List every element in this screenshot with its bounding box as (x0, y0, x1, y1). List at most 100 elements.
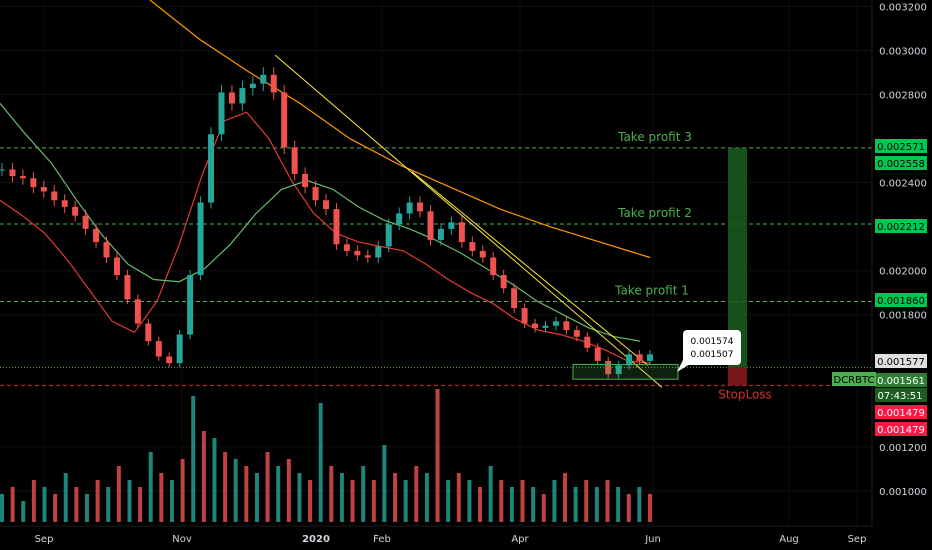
price-tag-label: 0.001479 (877, 408, 925, 419)
volume-bar (584, 480, 589, 522)
trendline[interactable] (411, 171, 649, 366)
volume-bar (605, 480, 610, 522)
candle-body (552, 321, 559, 326)
price-axis[interactable]: 0.003200 0.003000 0.002800 0.002400 0.002000… (879, 3, 927, 498)
volume-bar (329, 466, 334, 522)
price-tag (875, 354, 927, 368)
candle-body (406, 202, 413, 214)
candle-body (594, 347, 601, 361)
symbol-label: DCRBTC (834, 375, 875, 386)
candle-body (437, 228, 444, 240)
volume-bar (191, 396, 196, 522)
candle-body (500, 275, 507, 289)
candle-body (511, 288, 518, 309)
x-tick-label: Sep (848, 534, 867, 545)
volume-bar (116, 466, 121, 522)
x-tick-label: Feb (373, 534, 391, 545)
candle-body (364, 255, 371, 258)
volume-bar (382, 445, 387, 522)
position-projection[interactable] (728, 147, 747, 386)
price-tag (875, 156, 927, 170)
volume-bar (212, 438, 217, 522)
candle-body (124, 275, 131, 300)
x-tick-label: Apr (511, 534, 529, 545)
candle-body (155, 341, 162, 357)
price-tag (875, 293, 927, 307)
volume-bar (541, 494, 546, 522)
candle-body (176, 334, 183, 364)
candle-body (427, 211, 434, 240)
volume-bar (106, 487, 111, 522)
candle-body (312, 187, 319, 201)
volume-bar (531, 487, 536, 522)
price-tag (875, 219, 927, 233)
volume-bar (456, 473, 461, 522)
candle-body (239, 88, 246, 104)
volume-bar (286, 459, 291, 522)
x-tick-label: Sep (35, 534, 54, 545)
price-tag-label: 0.002571 (877, 142, 925, 153)
time-axis[interactable]: Sep Nov 2020 Feb Apr Jun Aug Sep (35, 534, 867, 545)
candle-body (521, 308, 528, 324)
loss-zone-box[interactable] (728, 367, 747, 386)
level-label: StopLoss (718, 387, 772, 401)
candle-body (134, 299, 141, 324)
volume-bar (0, 494, 4, 522)
candle-body (302, 173, 309, 188)
volume-bar (318, 403, 323, 522)
candle-body (228, 92, 235, 104)
candle-body (72, 206, 79, 216)
entry-zone-box[interactable] (572, 363, 679, 380)
volume-bar (488, 466, 493, 522)
volume-bar (138, 487, 143, 522)
candle-body (448, 222, 455, 229)
candle-body (333, 209, 340, 245)
candle-body (281, 92, 288, 148)
trendline[interactable] (274, 54, 663, 388)
level-label: Take profit 1 (614, 284, 689, 298)
volume-bar (223, 452, 228, 522)
candle-body (417, 202, 424, 212)
candle-body (51, 191, 58, 201)
candle-body (605, 360, 612, 375)
volume-bar (509, 487, 514, 522)
candle-body (291, 147, 298, 174)
y-tick-label: 0.001200 (879, 443, 927, 454)
profit-zone-box[interactable] (728, 147, 747, 368)
candle-body (469, 242, 476, 251)
candle-body (145, 323, 152, 342)
volume-bar (31, 480, 36, 522)
volume-bar (414, 466, 419, 522)
volume-bar (478, 487, 483, 522)
volume-bar (42, 487, 47, 522)
candle-body (573, 330, 580, 337)
volume-bar (308, 480, 313, 522)
level-labels: Take profit 3 Take profit 2 Take profit 1 S… (614, 130, 772, 401)
candle-body (323, 200, 329, 210)
volume-bar (159, 473, 164, 522)
candle-body (458, 222, 465, 243)
trendlines[interactable] (274, 54, 663, 388)
x-tick-label: 2020 (302, 534, 330, 545)
candle-body (218, 92, 225, 135)
volume-bar (467, 480, 472, 522)
symbol-tag[interactable]: DCRBTC (832, 372, 876, 386)
candle-body (385, 224, 392, 247)
price-axis-tags: 0.002571 0.002558 0.002212 0.001860 0.001577… (875, 139, 927, 436)
volume-bar (403, 480, 408, 522)
volume-bar (361, 466, 366, 522)
volume-bar (339, 473, 344, 522)
candle-body (584, 336, 591, 348)
entry-zone[interactable] (572, 363, 679, 380)
callout-box[interactable] (683, 330, 741, 365)
price-tag-label: 0.001860 (877, 296, 925, 307)
y-tick-label: 0.001000 (879, 487, 927, 498)
candle-body (354, 250, 361, 256)
volume-bar (499, 480, 504, 522)
candle-body (479, 250, 486, 258)
x-tick-label: Aug (779, 534, 799, 545)
price-callout[interactable]: 0.001574 0.001507 (677, 330, 741, 372)
price-tag-label: 0.001479 (877, 425, 925, 436)
